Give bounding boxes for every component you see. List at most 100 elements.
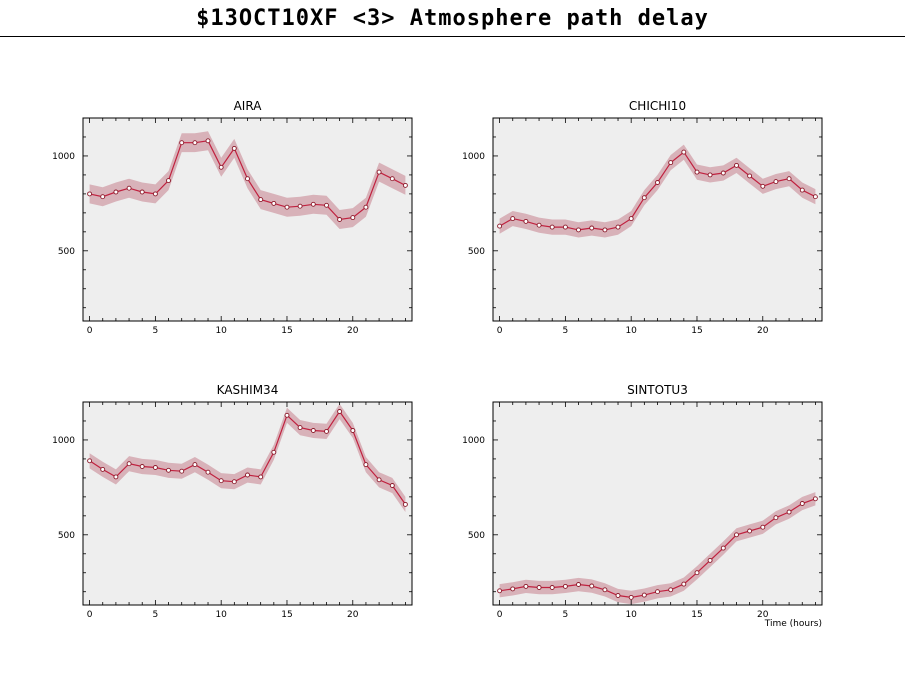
data-point [812, 496, 818, 502]
data-point [245, 472, 250, 478]
data-point [231, 479, 237, 485]
data-point [350, 215, 356, 221]
x-tick-label: 15 [281, 610, 292, 620]
data-point [139, 189, 145, 195]
data-point [126, 461, 132, 467]
chart-title: SINTOTU3 [627, 383, 688, 397]
page-title: $13OCT10XF <3> Atmosphere path delay [196, 6, 709, 31]
data-point [245, 176, 250, 182]
data-point [510, 216, 516, 222]
data-point [389, 483, 395, 488]
data-point [747, 173, 753, 179]
data-point [615, 593, 621, 598]
x-tick-label: 0 [497, 610, 503, 620]
chart-title: AIRA [234, 99, 263, 113]
data-point [271, 200, 277, 206]
data-point [536, 222, 542, 228]
x-tick-label: 10 [215, 326, 227, 336]
data-point [179, 140, 185, 146]
data-point [126, 185, 132, 191]
data-point [720, 545, 726, 551]
x-tick-label: 15 [691, 610, 702, 620]
data-point [707, 172, 713, 178]
data-point [166, 178, 171, 184]
data-point [363, 462, 369, 468]
chart-title: KASHIM34 [217, 383, 279, 397]
data-point [786, 176, 792, 182]
data-point [350, 428, 356, 433]
x-tick-label: 10 [625, 326, 637, 336]
data-point [720, 170, 726, 176]
data-point [510, 586, 516, 592]
data-point [773, 515, 779, 521]
data-point [231, 145, 237, 151]
data-point [786, 509, 792, 515]
x-tick-label: 20 [347, 326, 359, 336]
chart-panel: 0 5 10 15 20 500 1000 KASHIM34 [52, 383, 413, 620]
data-point [536, 585, 542, 590]
data-point [337, 217, 343, 222]
y-tick-label: 1000 [52, 152, 75, 162]
data-point [641, 592, 647, 598]
y-tick-label: 1000 [462, 152, 485, 162]
x-tick-label: 10 [625, 610, 637, 620]
x-tick-label: 0 [87, 326, 93, 336]
data-point [152, 465, 158, 470]
data-point [152, 191, 158, 197]
data-point [297, 425, 303, 431]
plot-area [83, 402, 412, 605]
data-point [179, 468, 185, 474]
data-point [284, 204, 290, 210]
chart-title: CHICHI10 [629, 99, 686, 113]
data-point [812, 194, 818, 200]
data-point [576, 227, 581, 233]
data-point [562, 224, 568, 230]
data-point [139, 464, 145, 469]
data-point [602, 587, 608, 593]
x-tick-label: 15 [281, 326, 292, 336]
data-point [734, 162, 739, 168]
x-tick-label: 20 [757, 610, 769, 620]
x-tick-label: 5 [563, 326, 569, 336]
data-point [549, 585, 555, 590]
data-point [760, 183, 766, 189]
data-point [376, 477, 382, 483]
data-point [681, 149, 687, 155]
data-point [166, 467, 171, 473]
plot-area [493, 402, 822, 605]
plot-area [83, 118, 412, 321]
y-tick-label: 500 [468, 531, 485, 541]
data-point [402, 182, 408, 188]
x-tick-label: 0 [87, 610, 93, 620]
data-point [562, 583, 568, 589]
data-point [324, 202, 329, 208]
data-point [310, 428, 316, 433]
data-point [707, 557, 713, 563]
x-tick-label: 0 [497, 326, 503, 336]
data-point [376, 169, 382, 175]
y-tick-label: 500 [58, 247, 75, 257]
data-point [87, 191, 93, 197]
data-point [205, 138, 211, 144]
data-point [773, 179, 779, 185]
x-tick-label: 5 [563, 610, 569, 620]
data-point [192, 462, 198, 468]
data-point [734, 532, 739, 538]
data-point [297, 203, 303, 209]
data-point [87, 458, 93, 464]
data-point [363, 204, 369, 210]
data-point [641, 195, 647, 201]
data-point [799, 187, 805, 193]
data-point [628, 216, 634, 222]
data-point [615, 224, 621, 230]
data-point [655, 589, 660, 595]
data-point [100, 466, 106, 472]
y-tick-label: 1000 [462, 436, 485, 446]
data-point [284, 412, 290, 418]
data-point [402, 501, 408, 507]
data-point [258, 474, 264, 480]
data-point [218, 164, 224, 170]
chart-panel: 0 5 10 15 20 500 1000 AIRA [52, 99, 413, 336]
title-divider [0, 36, 905, 37]
